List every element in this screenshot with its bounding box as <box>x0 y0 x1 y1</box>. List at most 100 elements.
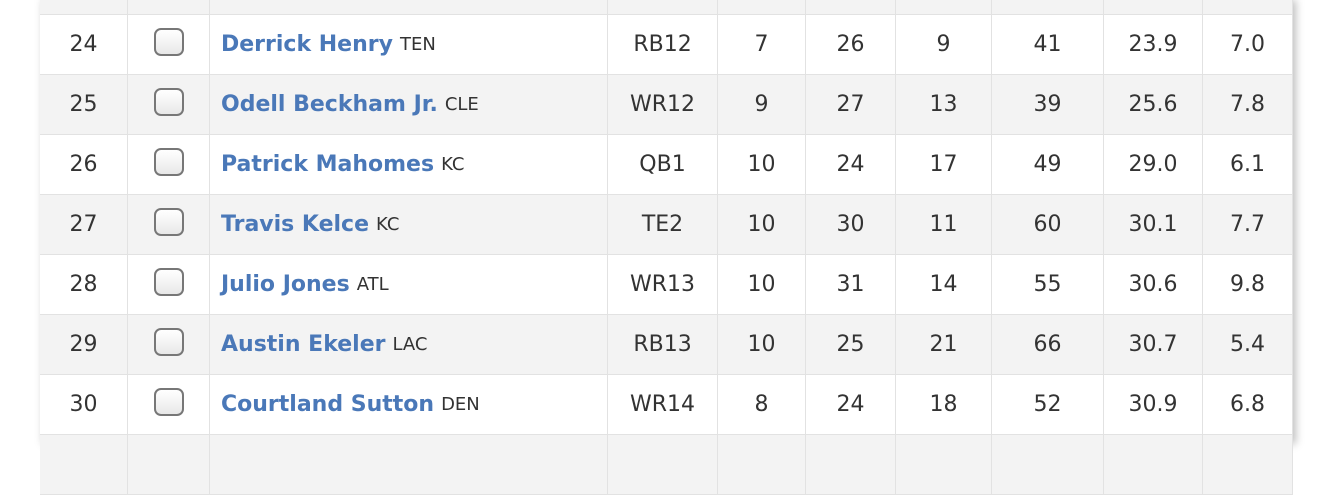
rank: 28 <box>69 272 98 297</box>
table-cell: 10 <box>718 135 806 194</box>
stat: WR12 <box>629 92 696 117</box>
table-cell: Patrick Mahomes KC <box>210 135 608 194</box>
table-cell: 25.6 <box>1104 75 1203 134</box>
table-row: 27 Travis Kelce KC TE2 10 30 11 60 30.1 7.7 <box>40 195 1293 255</box>
table-row: 30 Courtland Sutton DEN WR14 8 24 18 52 30.9 6.8 <box>40 375 1293 435</box>
page: 24 Derrick Henry TEN RB12 7 26 9 41 23.9 7.0 25 Ode… <box>40 0 1293 495</box>
table-cell: 30 <box>40 375 128 434</box>
checkbox[interactable] <box>153 327 184 356</box>
stat: WR14 <box>629 392 696 417</box>
table-cell: 23.9 <box>1104 15 1203 74</box>
checkbox[interactable] <box>153 87 184 116</box>
stat: 29.0 <box>1128 152 1178 177</box>
stat: 8 <box>754 392 769 417</box>
stat: 10 <box>747 212 776 237</box>
table-cell: 13 <box>896 75 992 134</box>
table-cell <box>128 255 210 314</box>
table-cell: 30.9 <box>1104 375 1203 434</box>
stat: 9.8 <box>1230 272 1265 297</box>
table-cell: RB13 <box>608 315 718 374</box>
table-cell: 29 <box>40 315 128 374</box>
table-cell: TE2 <box>608 195 718 254</box>
stat: TE2 <box>641 212 684 237</box>
team: KC <box>441 154 465 175</box>
table-cell: 39 <box>992 75 1104 134</box>
table-cell <box>992 0 1104 14</box>
stat: 30.7 <box>1128 332 1178 357</box>
table-cell: 14 <box>896 255 992 314</box>
stat: 7 <box>754 32 769 57</box>
table-cell: 18 <box>896 375 992 434</box>
team: KC <box>376 214 400 235</box>
table-cell <box>896 0 992 14</box>
checkbox[interactable] <box>153 387 184 416</box>
table-cell: 52 <box>992 375 1104 434</box>
stat: 23.9 <box>1128 32 1178 57</box>
table-cell <box>210 0 608 14</box>
table-cell: 26 <box>806 15 896 74</box>
table-cell: 7.8 <box>1203 75 1293 134</box>
table-cell <box>608 0 718 14</box>
table-cell <box>128 135 210 194</box>
stat: 30.9 <box>1128 392 1178 417</box>
player-name[interactable]: Travis Kelce <box>221 212 370 237</box>
table-cell: 25 <box>40 75 128 134</box>
table-cell <box>128 195 210 254</box>
stat: 10 <box>747 152 776 177</box>
table-cell: 27 <box>806 75 896 134</box>
player-name[interactable]: Courtland Sutton <box>221 392 435 417</box>
table-row: 28 Julio Jones ATL WR13 10 31 14 55 30.6 9.8 <box>40 255 1293 315</box>
rank: 29 <box>69 332 98 357</box>
stat: 7.8 <box>1230 92 1265 117</box>
checkbox[interactable] <box>153 207 184 236</box>
checkbox[interactable] <box>153 27 184 56</box>
player-name[interactable]: Julio Jones <box>221 272 350 297</box>
table-cell: 30.1 <box>1104 195 1203 254</box>
table-row <box>40 435 1293 495</box>
stat: 9 <box>936 32 951 57</box>
stat: 66 <box>1033 332 1062 357</box>
table-cell: 25 <box>806 315 896 374</box>
table-cell: 29.0 <box>1104 135 1203 194</box>
table-cell <box>1203 0 1293 14</box>
stat: 10 <box>747 332 776 357</box>
table-cell <box>128 0 210 14</box>
table-cell: Odell Beckham Jr. CLE <box>210 75 608 134</box>
table-cell: WR12 <box>608 75 718 134</box>
table-row: 25 Odell Beckham Jr. CLE WR12 9 27 13 39 25.6 7.8 <box>40 75 1293 135</box>
player-name[interactable]: Derrick Henry <box>221 32 393 57</box>
table-cell: Travis Kelce KC <box>210 195 608 254</box>
player-name[interactable]: Odell Beckham Jr. <box>221 92 438 117</box>
table-cell: 30 <box>806 195 896 254</box>
table-cell: 27 <box>40 195 128 254</box>
stat: 27 <box>836 92 865 117</box>
table-cell: 8 <box>718 375 806 434</box>
table-cell: 21 <box>896 315 992 374</box>
table-cell: 17 <box>896 135 992 194</box>
team: ATL <box>356 274 389 295</box>
stat: 39 <box>1033 92 1062 117</box>
rank: 30 <box>69 392 98 417</box>
stat: 41 <box>1033 32 1062 57</box>
rankings-table: 24 Derrick Henry TEN RB12 7 26 9 41 23.9 7.0 25 Ode… <box>40 0 1293 495</box>
stat: 6.1 <box>1230 152 1265 177</box>
player-name[interactable]: Patrick Mahomes <box>221 152 435 177</box>
stat: 7.0 <box>1230 32 1265 57</box>
stat: 18 <box>929 392 958 417</box>
rank: 25 <box>69 92 98 117</box>
table-cell: 60 <box>992 195 1104 254</box>
team: LAC <box>392 334 428 355</box>
stat: 60 <box>1033 212 1062 237</box>
table-cell: 66 <box>992 315 1104 374</box>
stat: 9 <box>754 92 769 117</box>
player-name[interactable]: Austin Ekeler <box>221 332 386 357</box>
table-cell: 7.7 <box>1203 195 1293 254</box>
table-cell: 41 <box>992 15 1104 74</box>
table-cell <box>806 0 896 14</box>
table-cell: 24 <box>806 375 896 434</box>
table-cell <box>1104 0 1203 14</box>
stat: 26 <box>836 32 865 57</box>
checkbox[interactable] <box>153 147 184 176</box>
checkbox[interactable] <box>153 267 184 296</box>
table-cell: 30.6 <box>1104 255 1203 314</box>
